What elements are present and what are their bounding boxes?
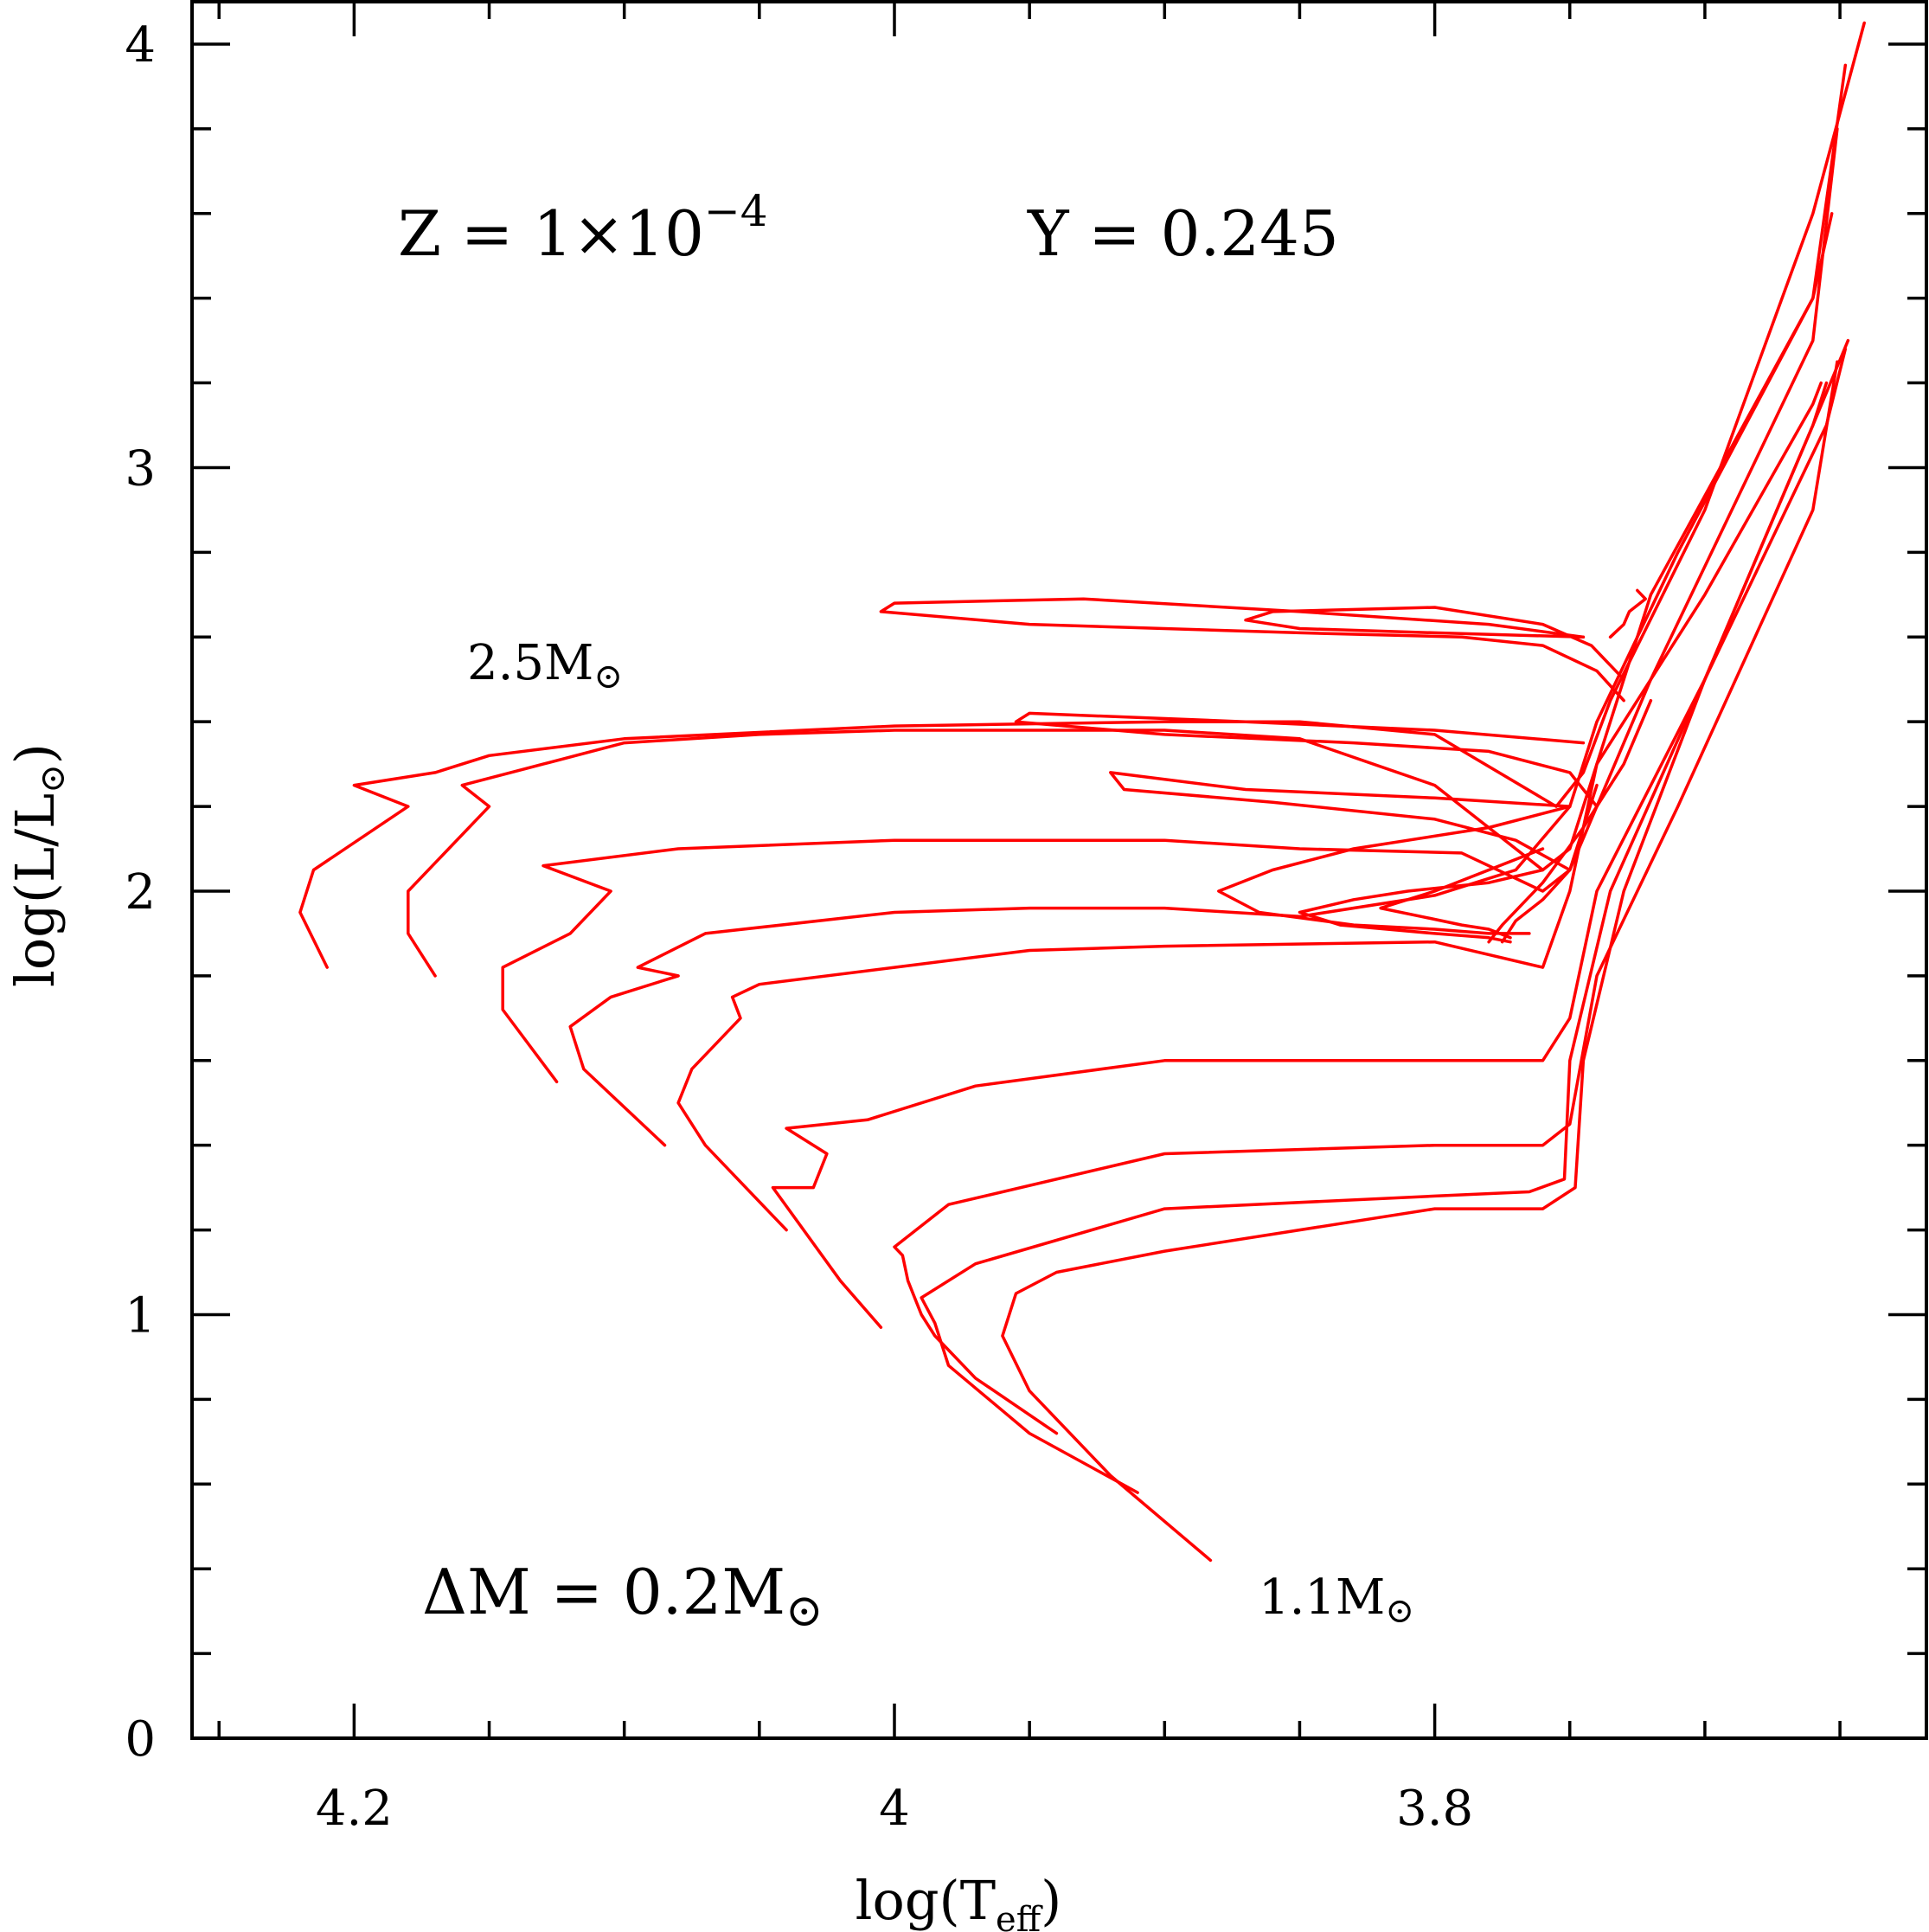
track-1.5-msun	[893, 360, 1839, 1435]
x-axis-label: log(Teff)	[856, 1869, 1062, 1932]
blue-loop-5	[1217, 805, 1572, 935]
evolutionary-tracks	[298, 21, 1866, 1563]
y-tick-label: 0	[125, 1711, 156, 1768]
sun-symbol: ⊙	[785, 1585, 824, 1637]
x-tick-label: 4.2	[316, 1781, 393, 1837]
sun-symbol: ⊙	[593, 657, 623, 696]
y-tick-label: 1	[125, 1287, 156, 1344]
y-axis-label-sub: ⊙	[33, 764, 73, 793]
axis-ticks	[192, 2, 1926, 1740]
blue-loop-9	[1487, 698, 1653, 944]
blue-loop-10	[1608, 588, 1647, 639]
blue-loop-7	[1379, 847, 1545, 940]
bottom-mass-label: 1.1M⊙	[1259, 1569, 1414, 1631]
composition-z-label: Z = 1×10−4	[398, 186, 768, 270]
composition-y-label: Y = 0.245	[1027, 197, 1339, 270]
blue-loop-8	[1500, 783, 1599, 944]
y-tick-label: 2	[125, 864, 156, 921]
mass-step-label: ΔM = 0.2M⊙	[422, 1556, 824, 1637]
x-axis-label-sub: eff	[996, 1900, 1043, 1932]
track-1.7-msun	[771, 381, 1829, 1329]
y-tick-label: 4	[125, 17, 156, 74]
track-1.1-msun	[1001, 338, 1850, 1563]
composition-z-exponent: −4	[704, 186, 768, 236]
track-1.3-msun	[920, 347, 1848, 1494]
y-axis-label: log(L/L⊙)	[3, 743, 73, 987]
top-mass-label: 2.5M⊙	[467, 635, 623, 696]
track-2.1-msun	[568, 212, 1834, 1147]
track-2.5-msun	[407, 63, 1848, 978]
blue-loop-2	[879, 597, 1625, 703]
x-tick-label: 4	[879, 1781, 910, 1837]
tick-labels: 4.2 4 3.8 0 1 2 3 4	[125, 17, 1473, 1837]
blue-loop-1	[1244, 606, 1625, 681]
track-2.3-msun	[501, 127, 1839, 1084]
blue-loop-4	[1109, 771, 1572, 872]
y-tick-label: 3	[125, 440, 156, 497]
plot-frame	[190, 0, 1928, 1740]
blue-loop-3	[1014, 711, 1599, 808]
blue-loop-6	[1298, 868, 1545, 944]
track-1.9-msun	[676, 381, 1823, 1232]
x-tick-label: 3.8	[1396, 1781, 1473, 1837]
sun-symbol: ⊙	[1385, 1591, 1414, 1631]
